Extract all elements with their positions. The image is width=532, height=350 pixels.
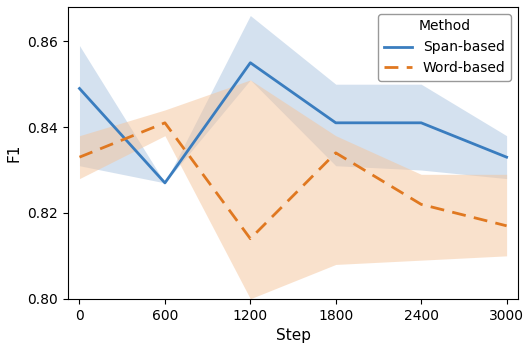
Word-based	[76, 155, 82, 159]
Legend: Span-based, Word-based: Span-based, Word-based	[378, 14, 511, 81]
Word-based	[162, 121, 168, 125]
Y-axis label: F1: F1	[7, 144, 22, 162]
Word-based	[332, 151, 339, 155]
Line: Word-based: Word-based	[79, 123, 506, 239]
Word-based	[503, 224, 510, 228]
Span-based	[332, 121, 339, 125]
Word-based	[247, 237, 254, 241]
Span-based	[418, 121, 425, 125]
Span-based	[76, 86, 82, 91]
Word-based	[418, 202, 425, 206]
Span-based	[162, 181, 168, 185]
X-axis label: Step: Step	[276, 328, 311, 343]
Line: Span-based: Span-based	[79, 63, 506, 183]
Span-based	[503, 155, 510, 159]
Span-based	[247, 61, 254, 65]
